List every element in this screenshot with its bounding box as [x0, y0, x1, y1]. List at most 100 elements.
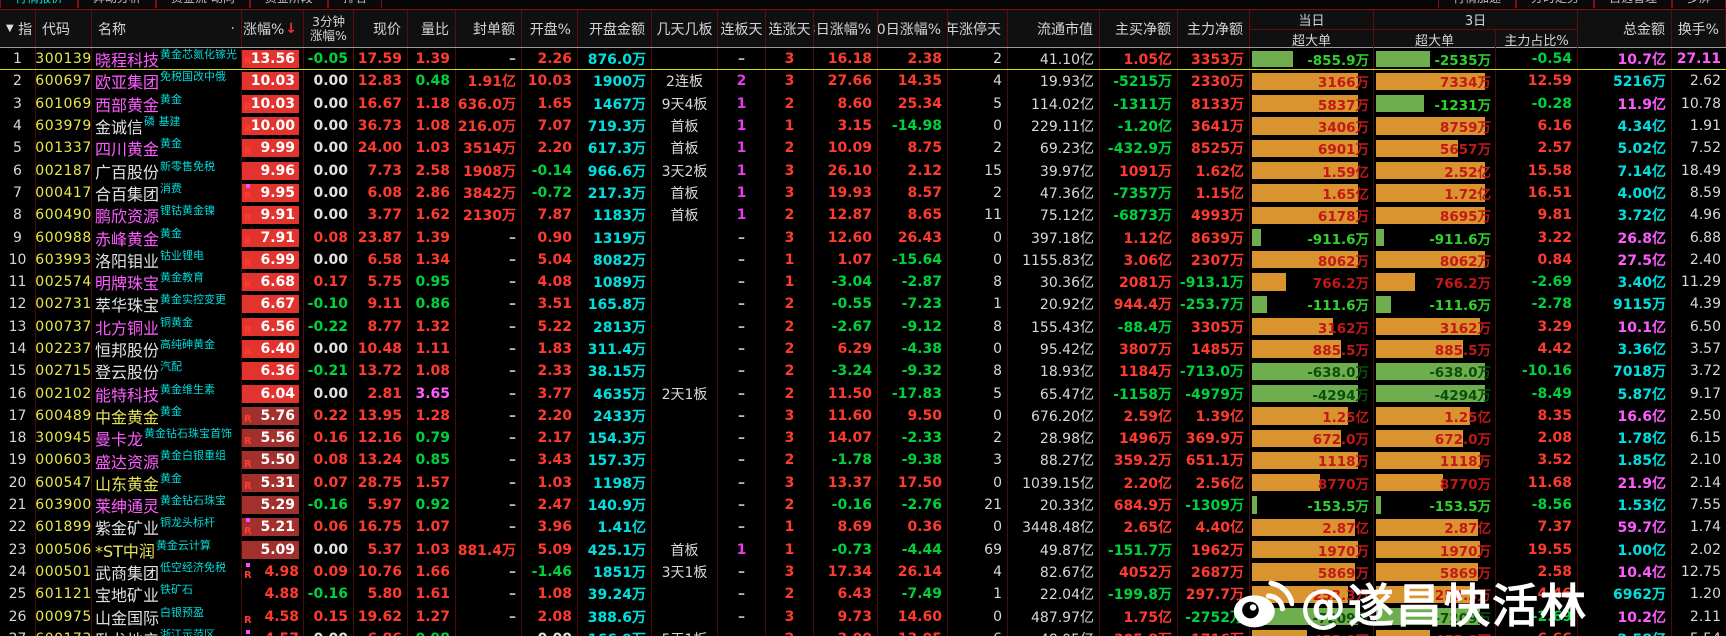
col-header-consec-boards[interactable]: 连板天: [718, 10, 766, 47]
table-row[interactable]: 27600173卧龙地产浙江示范区4.570.006.860.98–0.0016…: [0, 627, 1726, 636]
table-row[interactable]: 25 601121 宝地矿业 铁矿石 4.88 -0.16 5.80 1.61–1.08 39.…: [0, 583, 1726, 606]
table-row[interactable]: 20 600547 山东黄金 黄金 R 5.31 0.07 28.75 1.57–1.03 119…: [0, 471, 1726, 494]
float-mcap: 19.93亿: [1008, 70, 1100, 93]
seal-amount: –: [456, 516, 522, 539]
table-row[interactable]: 14 002237 恒邦股份 高纯砷黄金 R 6.40 0.00 10.48 1.11–1.83…: [0, 337, 1726, 361]
col-header-3d-pct[interactable]: 3日涨幅%: [814, 10, 878, 47]
tab-tabs-left-1[interactable]: 异动分析: [78, 0, 157, 8]
table-row[interactable]: 26 000975 山金国际 白银预盈 R 4.58 0.15 19.62 1.27–2.08 3…: [0, 605, 1726, 628]
col-header-name[interactable]: 名称 ·: [92, 10, 242, 47]
table-row[interactable]: 10 603993 洛阳钼业 钴业锂电 R 6.99 0.00 6.58 1.34–5.04 80…: [0, 248, 1726, 271]
table-row[interactable]: 18 300945 曼卡龙 黄金钻石珠宝首饰 R 5.56 0.16 12.16 0.79–2.…: [0, 427, 1726, 450]
table-row[interactable]: 6 002187 广百股份 新零售免税 9.96 0.00 7.73 2.58 1908万 -0.…: [0, 159, 1726, 182]
super-large-today-bar: [1252, 474, 1320, 492]
table-row[interactable]: 9 600988 赤峰黄金 黄金 R 7.91 0.08 23.87 1.39–0.90 1319…: [0, 226, 1726, 249]
float-mcap: 28.98亿: [1008, 427, 1100, 450]
col-header-super-today[interactable]: 超大单: [1250, 30, 1374, 49]
tab-tabs-left-0[interactable]: 行情报价: [0, 0, 79, 8]
table-row[interactable]: 16 002102 能特科技 黄金维生素 6.04 0.00 2.81 3.65–3.77 46…: [0, 382, 1726, 405]
col-header-days-boards[interactable]: 几天几板: [652, 10, 718, 47]
table-row[interactable]: 21 603900 莱绅通灵 黄金钻石珠宝 5.29 -0.16 5.97 0.92–2.47…: [0, 493, 1726, 517]
change-20d: 26.14: [878, 560, 948, 584]
consec-up-days: 3: [766, 560, 814, 584]
table-row[interactable]: 17 600489 中金黄金 黄金 R 5.76 0.22 13.95 1.28–2.20 243…: [0, 404, 1726, 428]
stock-code: 600173: [36, 627, 92, 636]
main-ratio: -8.49: [1496, 382, 1578, 405]
col-header-total-amount[interactable]: 总金额: [1578, 10, 1672, 47]
change-3d: 8.69: [814, 516, 878, 539]
change-20d: 13.05: [878, 627, 948, 636]
col-header-price[interactable]: 现价: [354, 10, 408, 47]
row-number: 4: [0, 114, 36, 138]
col-header-turnover[interactable]: 换手%: [1672, 10, 1726, 47]
table-row[interactable]: 24 000501 武商集团 低空经济免税 R 4.98 0.09 10.76 1.66– -1.…: [0, 560, 1726, 584]
table-row[interactable]: 12 002731 萃华珠宝 黄金实控变更 6.67 -0.10 9.11 0.86–3.51…: [0, 293, 1726, 316]
col-header-seal-amount[interactable]: 封单额: [456, 10, 522, 47]
col-header-vol-ratio[interactable]: 量比: [408, 10, 456, 47]
table-row[interactable]: 23 000506 *ST中润 黄金云计算 5.09 0.00 5.37 1.03 881.4万…: [0, 538, 1726, 561]
consec-up-days: 3: [766, 404, 814, 428]
col-header-consec-up[interactable]: 连涨天: [766, 10, 814, 47]
tab-tabs-right-2[interactable]: 自选管理: [1593, 0, 1672, 8]
col-header-open-amount[interactable]: 开盘金额: [578, 10, 652, 47]
year-limit-days: 0: [948, 516, 1008, 539]
change-pct: 6.04: [242, 382, 304, 405]
col-header-20d-pct[interactable]: 20日涨幅%: [878, 10, 948, 47]
open-pct: 2.08: [522, 605, 578, 628]
table-row[interactable]: 22 601899 紫金矿业 铜龙头标杆 R 5.21 0.06 16.75 1.07–3.96…: [0, 516, 1726, 539]
table-row[interactable]: 5 001337 四川黄金 黄金 R 9.99 0.00 24.00 1.03 3514万 2.20…: [0, 137, 1726, 160]
tab-tabs-left-3[interactable]: 资金阶段: [249, 0, 328, 8]
table-row[interactable]: 15 002715 登云股份 汽配 6.36 -0.21 13.72 1.08–2.33 38.…: [0, 360, 1726, 383]
change-pct: R 13.56: [242, 48, 304, 70]
col-header-year-limit-days[interactable]: 年涨停天: [948, 10, 1008, 47]
table-row[interactable]: 4 603979 金诚信磷 基建 R 10.00 0.00 36.73 1.08 216.0万 7…: [0, 114, 1726, 138]
last-price: 13.24: [354, 449, 408, 472]
tab-tabs-left-2[interactable]: 资金流·动向: [156, 0, 250, 8]
col-header-pct[interactable]: 涨幅% ↓: [242, 10, 304, 47]
seal-amount: –: [456, 48, 522, 70]
col-header-super-3d[interactable]: 超大单: [1374, 30, 1496, 49]
float-mcap: 41.10亿: [1008, 48, 1100, 70]
volume-ratio: 1.39: [408, 226, 456, 249]
row-number: 18: [0, 427, 36, 450]
stock-name: 山金国际 白银预盈: [92, 605, 242, 628]
change-3d: 26.10: [814, 159, 878, 182]
table-row[interactable]: 11 002574 明牌珠宝 黄金教育 R 6.68 0.17 5.75 0.95–4.08 10…: [0, 270, 1726, 294]
tab-tabs-right-0[interactable]: 行情加速: [1437, 0, 1516, 8]
tab-tabs-right-3[interactable]: 多屏: [1671, 0, 1726, 8]
days-boards: 2天1板: [652, 382, 718, 405]
tab-tabs-right-1[interactable]: 分时走势: [1515, 0, 1594, 8]
col-header-main-ratio[interactable]: 主力占比%: [1496, 30, 1578, 49]
consec-boards: –: [718, 315, 766, 338]
total-amount: 1.78亿: [1578, 427, 1672, 450]
concept-tag: 免税国改中俄: [160, 70, 227, 84]
col-header-3day[interactable]: 3日: [1374, 10, 1578, 29]
main-ratio: 9.81: [1496, 204, 1578, 227]
col-header-open-pct[interactable]: 开盘%: [522, 10, 578, 47]
table-row[interactable]: 7 000417 合百集团 消费 R 9.95 0.00 6.08 2.86 3842万 -0.72…: [0, 181, 1726, 205]
table-row[interactable]: 2 600697 欧亚集团 免税国改中俄 10.03 0.00 12.83 0.48 1.91亿…: [0, 70, 1726, 93]
super-large-today-bar: [1252, 72, 1358, 91]
table-row[interactable]: 3 601069 西部黄金 黄金 R 10.03 0.00 16.67 1.18 636.0万 1.…: [0, 92, 1726, 115]
tab-tabs-left-4[interactable]: 排名: [327, 0, 382, 8]
main-buy-net: 1.12亿: [1100, 226, 1178, 249]
main-buy-net: 3807万: [1100, 337, 1178, 361]
super-large-3d: 1970万: [1374, 538, 1496, 561]
change-pct: R 5.31: [242, 471, 304, 494]
table-row[interactable]: 19 000603 盛达资源 黄金白银重组 R 5.50 0.08 13.24 0.85–3.4…: [0, 449, 1726, 472]
table-row[interactable]: 13 000737 北方铜业 铜黄金 R 6.56 -0.22 8.77 1.32–5.22 28…: [0, 315, 1726, 338]
table-row[interactable]: 8 600490 鹏欣资源 锂钴黄金镍 R 9.91 0.00 3.77 1.62 2130万 7.…: [0, 204, 1726, 227]
change-20d: 17.50: [878, 471, 948, 494]
col-header-code[interactable]: 代码: [36, 10, 92, 47]
table-row[interactable]: 1 300139 晓程科技 黄金芯氮化镓光 R 13.56 -0.05 17.59 1.39–2…: [0, 48, 1726, 71]
super-large-3d-bar: [1376, 362, 1485, 380]
last-price: 36.73: [354, 114, 408, 138]
turnover: 1.20: [1689, 586, 1721, 603]
col-header-main-buy-net[interactable]: 主买净额: [1100, 10, 1178, 47]
main-buy-net: -5215万: [1100, 70, 1178, 93]
col-header-3min-pct[interactable]: 3分钟 涨幅%: [304, 10, 354, 47]
col-header-index[interactable]: ▼ 指: [0, 10, 36, 47]
col-header-float-mcap[interactable]: 流通市值: [1008, 10, 1100, 47]
col-header-main-net[interactable]: 主力净额: [1178, 10, 1250, 47]
col-header-today[interactable]: 当日: [1250, 10, 1374, 29]
